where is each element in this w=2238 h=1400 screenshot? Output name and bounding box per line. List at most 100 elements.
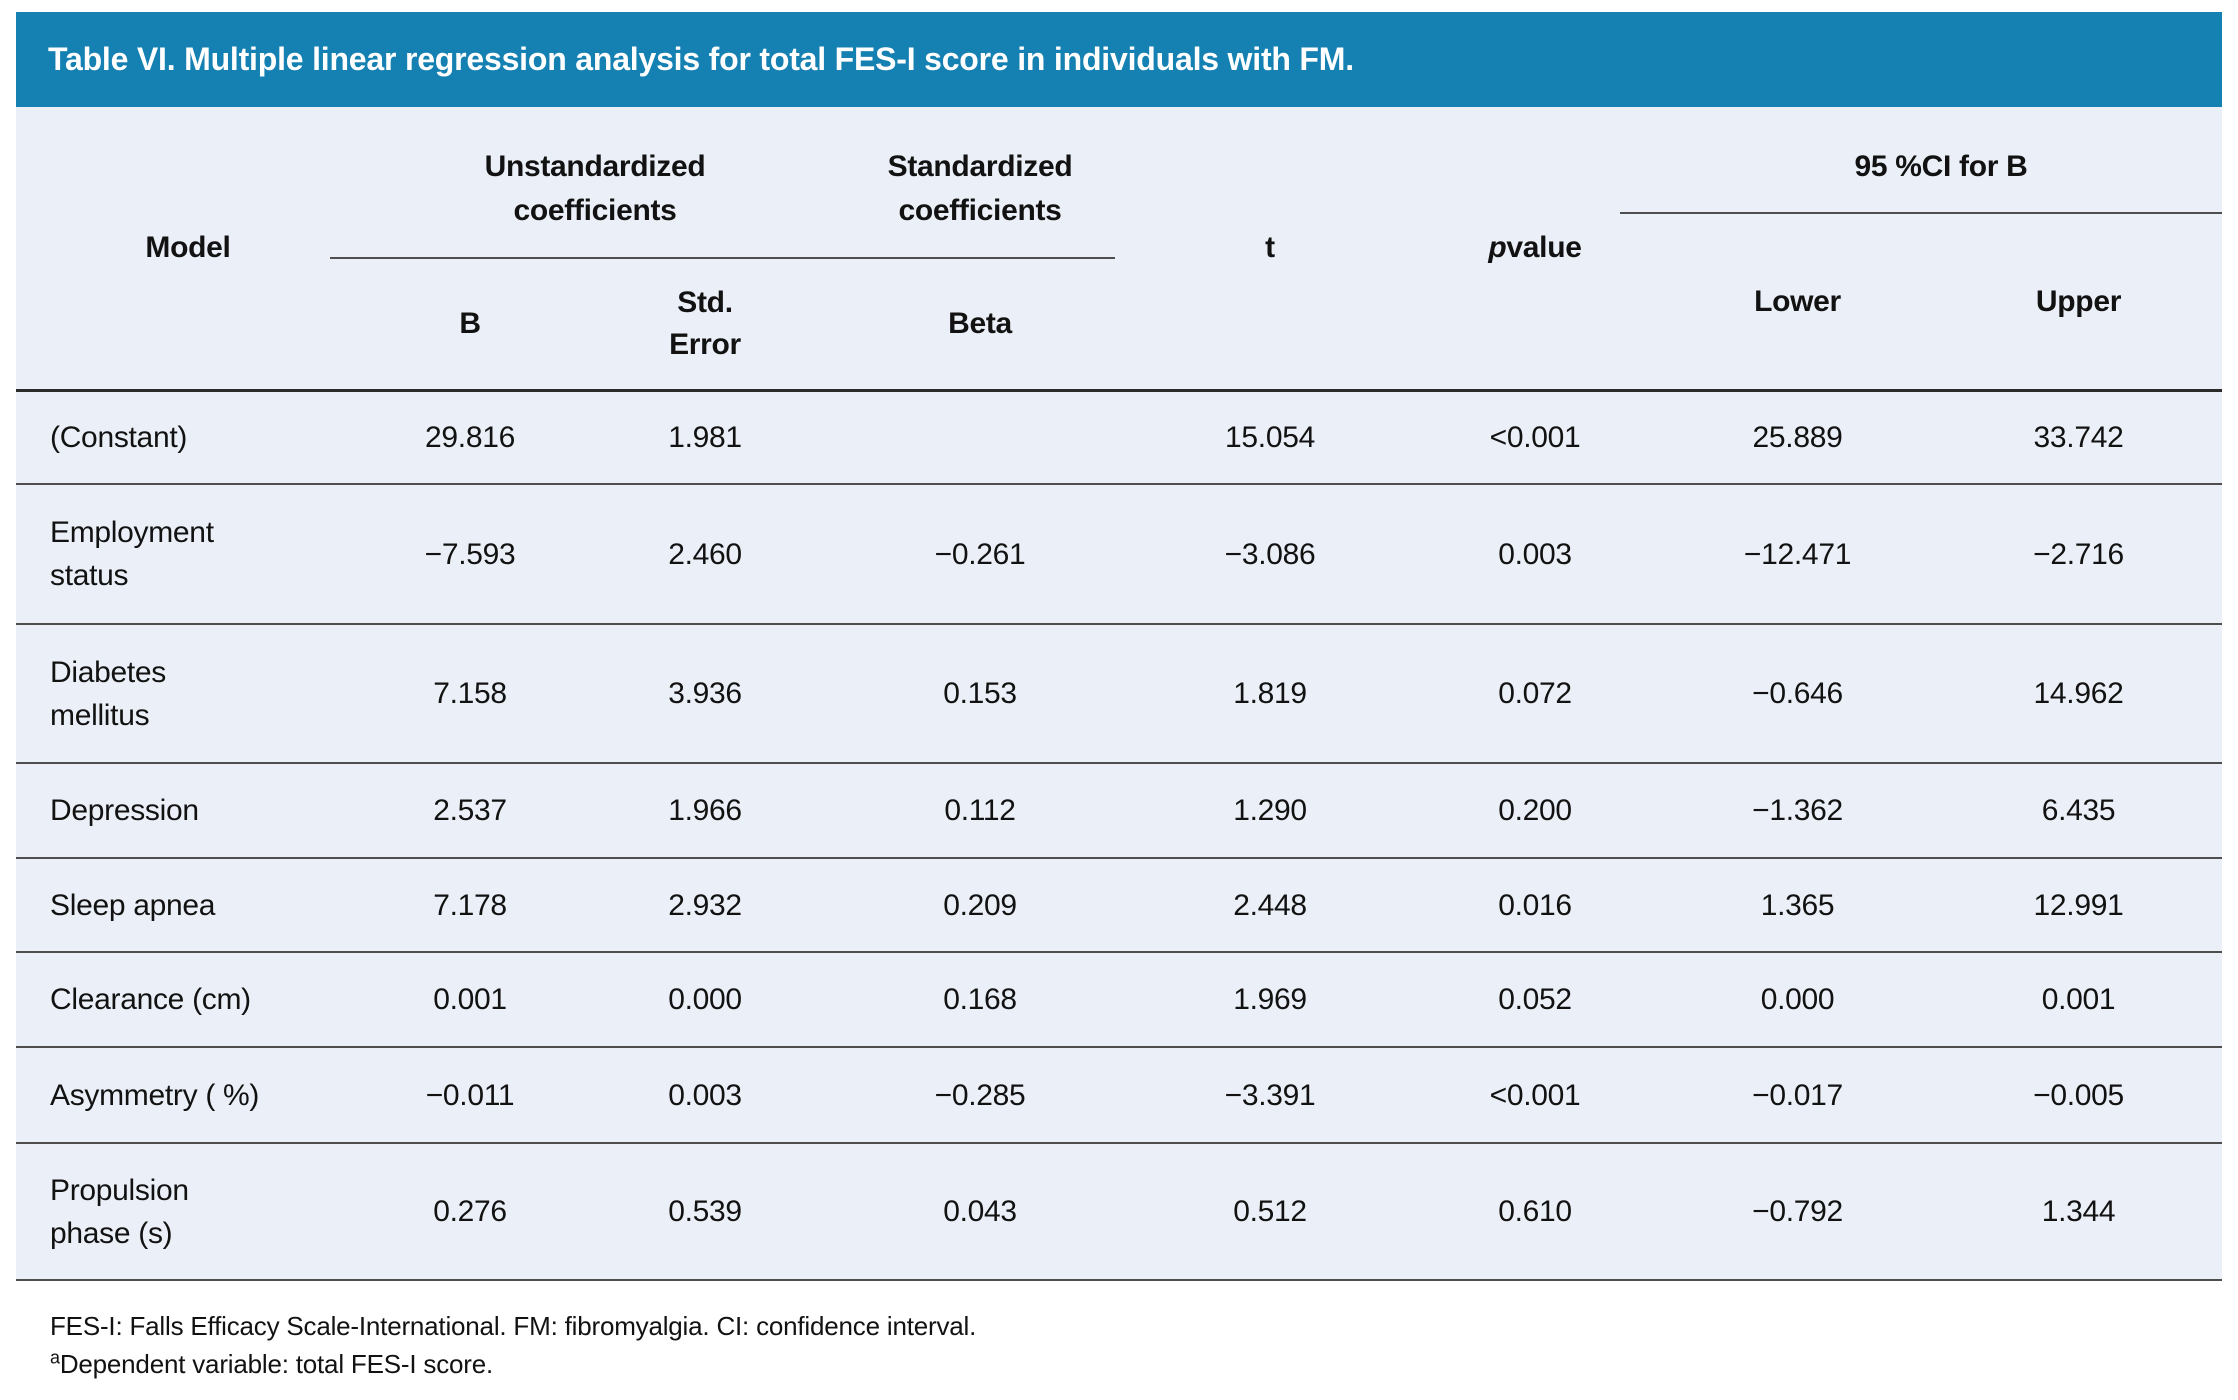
row-label: Propulsion phase (s) bbox=[50, 1173, 189, 1250]
cell-std-error: 1.981 bbox=[668, 421, 742, 454]
cell-beta: 0.153 bbox=[943, 677, 1017, 710]
table-row: Sleep apnea 7.178 2.932 0.209 2.448 0.01… bbox=[16, 857, 2222, 951]
group-title-unstandardized: Unstandardized coefficients bbox=[484, 150, 706, 227]
cell-p: 0.200 bbox=[1498, 794, 1572, 827]
cell-beta: 0.043 bbox=[943, 1195, 1017, 1228]
cell-beta: −0.261 bbox=[934, 537, 1026, 571]
table-row: Depression 2.537 1.966 0.112 1.290 0.200… bbox=[16, 762, 2222, 857]
row-label: Sleep apnea bbox=[50, 888, 216, 922]
cell-upper: −0.005 bbox=[2033, 1078, 2124, 1112]
cell-t: −3.391 bbox=[1224, 1078, 1316, 1112]
cell-std-error: 0.003 bbox=[668, 1078, 742, 1112]
cell-lower: −0.792 bbox=[1752, 1195, 1843, 1228]
footnote-dependent-variable-text: Dependent variable: total FES-I score. bbox=[59, 1349, 493, 1379]
cell-upper: 33.742 bbox=[2033, 421, 2124, 454]
header-group-standardized: Standardized coefficients Beta bbox=[830, 107, 1130, 389]
header-group-unstandardized: Unstandardized coefficients B Std. Error bbox=[330, 107, 830, 389]
cell-std-error: 1.966 bbox=[668, 794, 742, 827]
cell-b: 2.537 bbox=[433, 794, 507, 827]
group-rule-ci bbox=[1620, 212, 2222, 214]
cell-lower: −1.362 bbox=[1752, 794, 1843, 827]
table-row: Clearance (cm) 0.001 0.000 0.168 1.969 0… bbox=[16, 951, 2222, 1046]
table-row: (Constant) 29.816 1.981 15.054 <0.001 25… bbox=[16, 392, 2222, 483]
cell-beta bbox=[830, 392, 1130, 483]
cell-t: 1.819 bbox=[1233, 677, 1307, 710]
footnote-superscript-a: a bbox=[50, 1347, 60, 1368]
cell-beta: −0.285 bbox=[934, 1078, 1026, 1112]
cell-b: 7.178 bbox=[433, 888, 507, 922]
cell-t: 15.054 bbox=[1225, 421, 1315, 454]
table-body: (Constant) 29.816 1.981 15.054 <0.001 25… bbox=[16, 392, 2222, 1281]
cell-t: 1.290 bbox=[1233, 794, 1307, 827]
cell-t: 0.512 bbox=[1233, 1195, 1307, 1228]
cell-b: −7.593 bbox=[424, 537, 516, 571]
header-model: Model bbox=[145, 231, 231, 264]
cell-upper: 1.344 bbox=[2041, 1195, 2116, 1228]
cell-beta: 0.209 bbox=[943, 888, 1017, 922]
cell-t: 1.969 bbox=[1233, 983, 1307, 1016]
table-row: Diabetes mellitus 7.158 3.936 0.153 1.81… bbox=[16, 623, 2222, 762]
header-std-error: Std. Error bbox=[669, 286, 741, 361]
cell-std-error: 0.539 bbox=[668, 1195, 742, 1228]
row-label: Employment status bbox=[50, 516, 214, 592]
footnote-dependent-variable: aDependent variable: total FES-I score. bbox=[50, 1345, 2222, 1383]
table-title-bar: Table VI. Multiple linear regression ana… bbox=[16, 12, 2222, 107]
cell-upper: 14.962 bbox=[2033, 677, 2124, 710]
group-rule-coefficients-2 bbox=[830, 257, 1115, 259]
cell-p: 0.016 bbox=[1498, 888, 1572, 922]
header-upper: Upper bbox=[2035, 284, 2122, 318]
cell-p: 0.610 bbox=[1498, 1195, 1572, 1228]
cell-upper: 6.435 bbox=[2041, 794, 2116, 827]
regression-table: Table VI. Multiple linear regression ana… bbox=[16, 12, 2222, 1383]
cell-lower: −0.017 bbox=[1752, 1078, 1843, 1112]
row-label: Diabetes mellitus bbox=[50, 655, 167, 732]
group-title-ci: 95 %CI for B bbox=[1854, 150, 2028, 183]
cell-std-error: 2.932 bbox=[668, 888, 742, 922]
cell-lower: −0.646 bbox=[1752, 677, 1843, 710]
table-row: Asymmetry ( %) −0.011 0.003 −0.285 −3.39… bbox=[16, 1046, 2222, 1142]
cell-beta: 0.168 bbox=[943, 983, 1017, 1016]
footnote-abbreviations: FES-I: Falls Efficacy Scale-Internationa… bbox=[50, 1311, 977, 1341]
cell-p: 0.003 bbox=[1498, 537, 1572, 571]
header-p-rest: value bbox=[1506, 231, 1582, 264]
cell-b: 29.816 bbox=[425, 421, 515, 454]
cell-b: 0.001 bbox=[433, 983, 507, 1016]
cell-p: <0.001 bbox=[1489, 1078, 1581, 1112]
table-title: Table VI. Multiple linear regression ana… bbox=[48, 41, 1354, 77]
cell-lower: −12.471 bbox=[1743, 537, 1852, 571]
cell-std-error: 0.000 bbox=[668, 983, 742, 1016]
cell-lower: 0.000 bbox=[1760, 983, 1835, 1016]
cell-lower: 25.889 bbox=[1752, 421, 1843, 454]
cell-b: 7.158 bbox=[433, 677, 507, 710]
cell-b: −0.011 bbox=[425, 1078, 515, 1112]
cell-p: 0.072 bbox=[1498, 677, 1572, 710]
header-p-value: p value bbox=[1410, 107, 1660, 389]
cell-lower: 1.365 bbox=[1760, 888, 1835, 922]
table-footnotes: FES-I: Falls Efficacy Scale-Internationa… bbox=[16, 1307, 2222, 1383]
cell-b: 0.276 bbox=[433, 1195, 507, 1228]
table-row: Employment status −7.593 2.460 −0.261 −3… bbox=[16, 483, 2222, 623]
cell-std-error: 2.460 bbox=[668, 537, 742, 571]
header-group-ci: 95 %CI for B Lower Upper bbox=[1620, 107, 2222, 389]
row-label: Asymmetry ( %) bbox=[50, 1078, 260, 1112]
group-title-standardized: Standardized coefficients bbox=[887, 150, 1073, 227]
row-label: Clearance (cm) bbox=[50, 983, 251, 1016]
cell-t: 2.448 bbox=[1233, 888, 1307, 922]
cell-upper: 12.991 bbox=[2033, 888, 2124, 922]
cell-t: −3.086 bbox=[1224, 537, 1316, 571]
header-beta: Beta bbox=[948, 307, 1012, 340]
header-b: B bbox=[459, 307, 481, 340]
header-t: t bbox=[1265, 231, 1275, 264]
table-row: Propulsion phase (s) 0.276 0.539 0.043 0… bbox=[16, 1142, 2222, 1279]
cell-beta: 0.112 bbox=[944, 794, 1016, 827]
row-label: (Constant) bbox=[50, 421, 188, 454]
group-rule-coefficients bbox=[330, 257, 830, 259]
row-label: Depression bbox=[50, 794, 199, 827]
cell-p: <0.001 bbox=[1489, 421, 1581, 454]
cell-std-error: 3.936 bbox=[668, 677, 742, 710]
cell-upper: 0.001 bbox=[2041, 983, 2116, 1016]
header-lower: Lower bbox=[1754, 284, 1841, 318]
header-p-italic: p bbox=[1488, 231, 1507, 264]
table-header: Model Unstandardized coefficients B Std.… bbox=[16, 107, 2222, 392]
cell-upper: −2.716 bbox=[2033, 537, 2124, 571]
